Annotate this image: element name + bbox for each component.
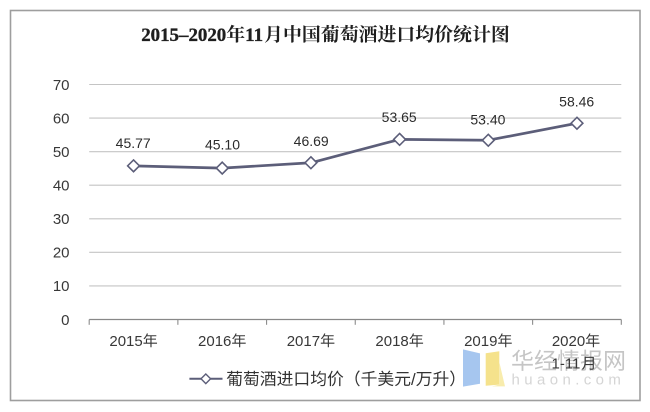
svg-text:1-11: 1-11 (551, 356, 580, 373)
svg-text:2019: 2019 (464, 333, 497, 350)
svg-text:46.69: 46.69 (294, 133, 329, 149)
svg-text:huaon.com: huaon.com (512, 372, 626, 389)
svg-text:2016: 2016 (198, 333, 231, 350)
svg-text:45.10: 45.10 (205, 136, 240, 152)
svg-text:40: 40 (53, 178, 70, 195)
svg-text:70: 70 (53, 77, 70, 94)
svg-text:2015–2020: 2015–2020 (141, 25, 226, 46)
svg-text:0: 0 (61, 312, 69, 329)
svg-text:30: 30 (53, 211, 70, 228)
svg-text:2020: 2020 (552, 333, 585, 350)
svg-text:2015: 2015 (109, 333, 142, 350)
svg-text:11: 11 (245, 25, 263, 46)
svg-text:/: / (411, 370, 416, 389)
svg-text:2018: 2018 (375, 333, 408, 350)
svg-text:58.46: 58.46 (559, 93, 594, 109)
svg-text:60: 60 (53, 110, 70, 127)
svg-text:53.40: 53.40 (470, 111, 505, 127)
svg-text:2017: 2017 (287, 333, 320, 350)
svg-text:45.77: 45.77 (116, 135, 151, 151)
svg-text:50: 50 (53, 144, 70, 161)
svg-text:20: 20 (53, 245, 70, 262)
svg-text:10: 10 (53, 278, 70, 295)
svg-text:53.65: 53.65 (382, 109, 417, 125)
